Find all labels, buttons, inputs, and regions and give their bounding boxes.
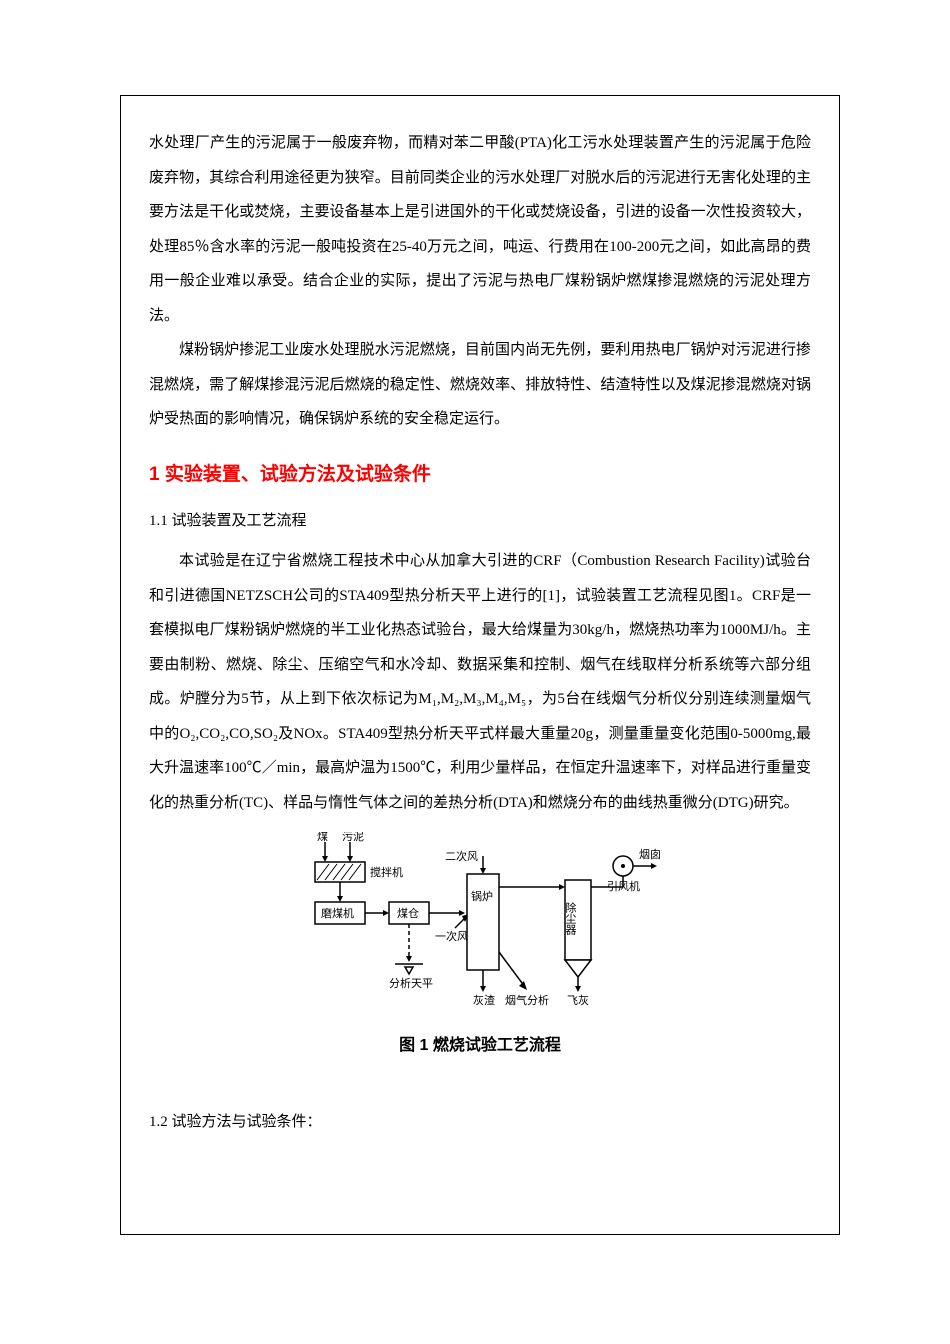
dust-collector-label: 除尘器 (564, 901, 577, 936)
primary-air-label: 一次风 (435, 929, 468, 943)
subsection-1-1-para: 本试验是在辽宁省燃烧工程技术中心从加拿大引进的CRF（Combustion Re… (149, 544, 811, 820)
coal-label: 煤 (317, 832, 328, 843)
fly-ash-label: 飞灰 (567, 993, 589, 1007)
ash-label: 灰渣 (473, 993, 495, 1007)
grinder-label: 磨煤机 (321, 906, 354, 920)
section-1-heading: 1 实验装置、试验方法及试验条件 (149, 459, 811, 486)
combustion-flow-diagram-svg: 煤 污泥 搅拌机 磨煤机 煤仓 (295, 832, 665, 1022)
boiler-label: 锅炉 (471, 890, 493, 903)
figure-1-container: 煤 污泥 搅拌机 磨煤机 煤仓 (149, 832, 811, 1055)
sludge-label: 污泥 (342, 832, 364, 843)
gas-analysis-label: 烟气分析 (505, 993, 549, 1007)
figure-1-caption: 图 1 燃烧试验工艺流程 (295, 1031, 665, 1055)
flue-label: 烟囱 (639, 847, 661, 861)
content-frame: 水处理厂产生的污泥属于一般废弃物，而精对苯二甲酸(PTA)化工污水处理装置产生的… (120, 95, 840, 1235)
figure-1: 煤 污泥 搅拌机 磨煤机 煤仓 (295, 832, 665, 1055)
fan-label: 引风机 (607, 879, 640, 893)
mixer-label: 搅拌机 (370, 865, 403, 879)
page: 水处理厂产生的污泥属于一般废弃物，而精对苯二甲酸(PTA)化工污水处理装置产生的… (0, 0, 950, 1344)
intro-paragraph-1: 水处理厂产生的污泥属于一般废弃物，而精对苯二甲酸(PTA)化工污水处理装置产生的… (149, 126, 811, 333)
secondary-air-label: 二次风 (445, 849, 478, 863)
silo-label: 煤仓 (397, 906, 419, 920)
balance-label: 分析天平 (389, 976, 433, 990)
subsection-1-2-title: 1.2 试验方法与试验条件： (149, 1105, 811, 1140)
subsection-1-1-title: 1.1 试验装置及工艺流程 (149, 504, 811, 539)
intro-paragraph-2: 煤粉锅炉掺泥工业废水处理脱水污泥燃烧，目前国内尚无先例，要利用热电厂锅炉对污泥进… (149, 333, 811, 437)
